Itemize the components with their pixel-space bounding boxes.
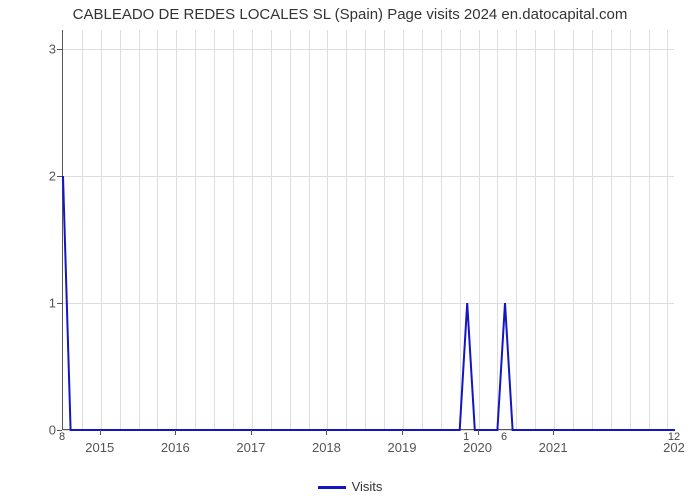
point-label: 1 xyxy=(463,431,469,443)
point-label: 12 xyxy=(668,431,680,443)
xtick-mark xyxy=(553,430,554,435)
xtick-mark xyxy=(402,430,403,435)
ytick-mark xyxy=(57,303,62,304)
point-label: 8 xyxy=(59,431,65,443)
ytick-label: 2 xyxy=(36,169,56,184)
ytick-label: 3 xyxy=(36,42,56,57)
point-label: 6 xyxy=(501,431,507,443)
xtick-mark xyxy=(100,430,101,435)
ytick-label: 0 xyxy=(36,423,56,438)
xtick-label: 2021 xyxy=(539,440,568,455)
series-line xyxy=(63,30,675,430)
xtick-mark xyxy=(175,430,176,435)
xtick-label: 2015 xyxy=(85,440,114,455)
legend: Visits xyxy=(0,479,700,494)
plot-area xyxy=(62,30,674,430)
legend-swatch xyxy=(318,486,346,489)
xtick-label: 2017 xyxy=(236,440,265,455)
ytick-label: 1 xyxy=(36,296,56,311)
ytick-mark xyxy=(57,176,62,177)
xtick-label: 2019 xyxy=(388,440,417,455)
ytick-mark xyxy=(57,49,62,50)
xtick-label: 2018 xyxy=(312,440,341,455)
legend-label: Visits xyxy=(352,479,383,494)
chart-title: CABLEADO DE REDES LOCALES SL (Spain) Pag… xyxy=(0,6,700,23)
xtick-mark xyxy=(251,430,252,435)
xtick-label: 2016 xyxy=(161,440,190,455)
xtick-mark xyxy=(326,430,327,435)
xtick-mark xyxy=(478,430,479,435)
